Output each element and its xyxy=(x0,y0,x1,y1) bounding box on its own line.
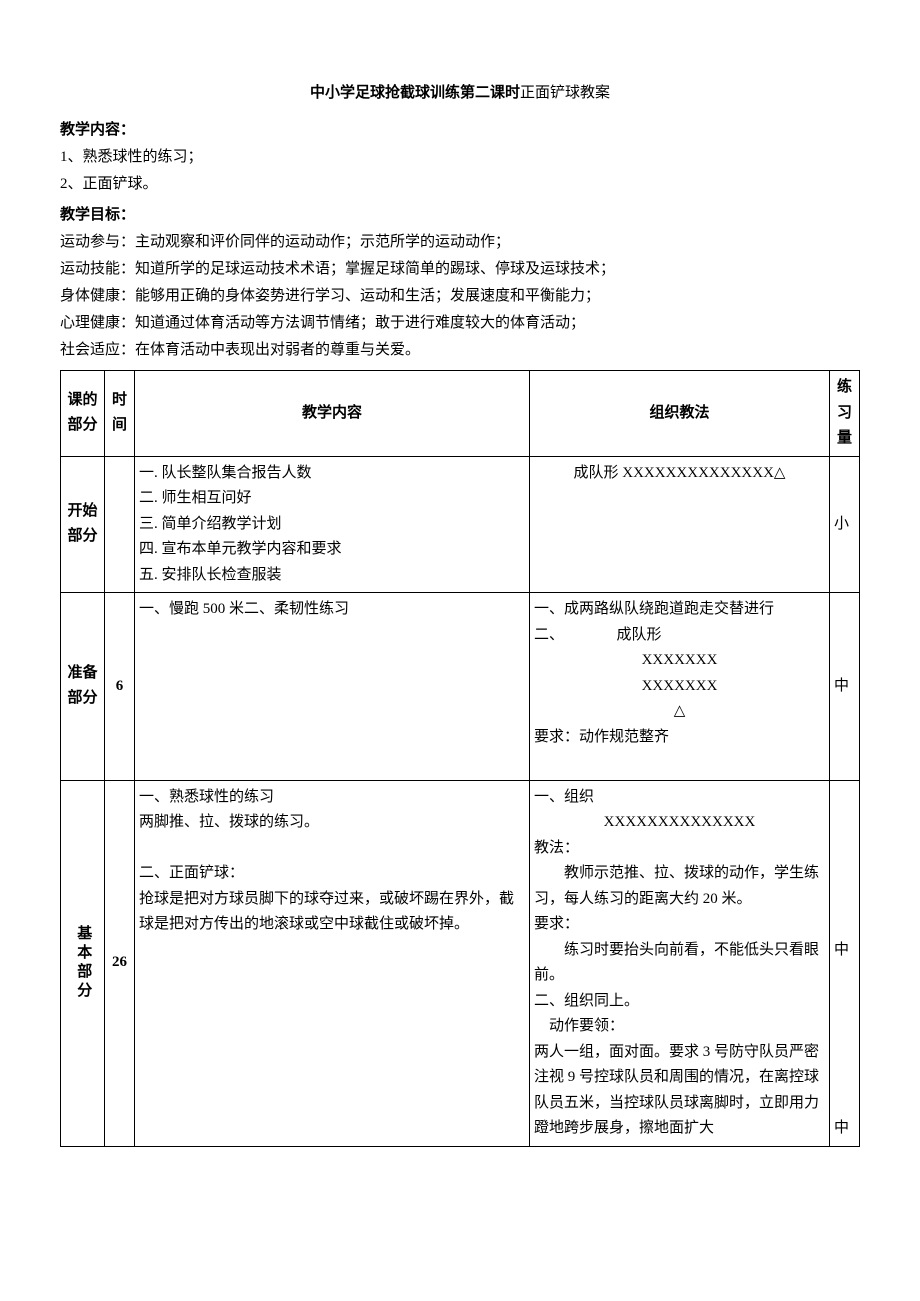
goal-section-label: 教学目标： xyxy=(60,202,860,229)
main-content-p1: 一、熟悉球性的练习 xyxy=(139,789,274,805)
goal-1: 运动参与：主动观察和评价同伴的运动动作；示范所学的运动动作； xyxy=(60,229,860,256)
prep-method: 一、成两路纵队绕跑道跑走交替进行 二、 成队形 XXXXXXX XXXXXXX … xyxy=(530,593,830,781)
main-content: 一、熟悉球性的练习 两脚推、拉、拨球的练习。 二、正面铲球： 抢球是把对方球员脚… xyxy=(135,780,530,1146)
main-method-l4: 要求： xyxy=(534,916,579,932)
prep-method-x2: XXXXXXX xyxy=(534,674,825,700)
start-method: 成队形 XXXXXXXXXXXXXX△ xyxy=(530,456,830,593)
start-content: 一. 队长整队集合报告人数 二. 师生相互问好 三. 简单介绍教学计划 四. 宣… xyxy=(135,456,530,593)
lesson-table: 课的部分 时间 教学内容 组织教法 练习量 开始部分 一. 队长整队集合报告人数… xyxy=(60,370,860,1147)
title-bold: 中小学足球抢截球训练第二课时 xyxy=(310,85,520,101)
header-method: 组织教法 xyxy=(530,371,830,457)
prep-method-l2: 二、 成队形 xyxy=(534,627,662,643)
page: 中小学足球抢截球训练第二课时正面铲球教案 教学内容： 1、熟悉球性的练习； 2、… xyxy=(60,80,860,1147)
content-section-label: 教学内容： xyxy=(60,117,860,144)
goal-5: 社会适应：在体育活动中表现出对弱者的尊重与关爱。 xyxy=(60,337,860,364)
main-amount-2: 中 xyxy=(834,1120,849,1136)
prep-method-tri: △ xyxy=(534,699,825,725)
main-part: 基本部分 xyxy=(61,780,105,1146)
main-method-l7: 动作要领： xyxy=(534,1018,624,1034)
document-title: 中小学足球抢截球训练第二课时正面铲球教案 xyxy=(60,80,860,107)
main-content-p4: 抢球是把对方球员脚下的球夺过来，或破坏踢在界外，截球是把对方传出的地滚球或空中球… xyxy=(139,891,514,933)
row-start: 开始部分 一. 队长整队集合报告人数 二. 师生相互问好 三. 简单介绍教学计划… xyxy=(61,456,860,593)
prep-time: 6 xyxy=(105,593,135,781)
goal-4: 心理健康：知道通过体育活动等方法调节情绪；敢于进行难度较大的体育活动； xyxy=(60,310,860,337)
prep-content: 一、慢跑 500 米二、柔韧性练习 xyxy=(135,593,530,781)
main-method-l5: 练习时要抬头向前看，不能低头只看眼前。 xyxy=(534,942,819,984)
header-part: 课的部分 xyxy=(61,371,105,457)
prep-method-l1: 一、成两路纵队绕跑道跑走交替进行 xyxy=(534,601,774,617)
main-amount: 中 中 xyxy=(830,780,860,1146)
start-amount: 小 xyxy=(830,456,860,593)
prep-method-x1: XXXXXXX xyxy=(534,648,825,674)
header-amount: 练习量 xyxy=(830,371,860,457)
main-method: 一、组织 XXXXXXXXXXXXXX 教法： 教师示范推、拉、拨球的动作，学生… xyxy=(530,780,830,1146)
main-method-l6: 二、组织同上。 xyxy=(534,993,639,1009)
main-content-p3: 二、正面铲球： xyxy=(139,865,244,881)
prep-method-req: 要求：动作规范整齐 xyxy=(534,729,669,745)
main-time: 26 xyxy=(105,780,135,1146)
goal-2: 运动技能：知道所学的足球运动技术术语；掌握足球简单的踢球、停球及运球技术； xyxy=(60,256,860,283)
start-part: 开始部分 xyxy=(61,456,105,593)
main-method-l2: 教法： xyxy=(534,840,579,856)
title-rest: 正面铲球教案 xyxy=(520,85,610,101)
main-method-l8: 两人一组，面对面。要求 3 号防守队员严密注视 9 号控球队员和周围的情况，在离… xyxy=(534,1044,819,1137)
main-method-x: XXXXXXXXXXXXXX xyxy=(534,810,825,836)
main-content-p2: 两脚推、拉、拨球的练习。 xyxy=(139,814,319,830)
goal-3: 身体健康：能够用正确的身体姿势进行学习、运动和生活；发展速度和平衡能力； xyxy=(60,283,860,310)
main-method-l3: 教师示范推、拉、拨球的动作，学生练习，每人练习的距离大约 20 米。 xyxy=(534,865,819,907)
row-prep: 准备部分 6 一、慢跑 500 米二、柔韧性练习 一、成两路纵队绕跑道跑走交替进… xyxy=(61,593,860,781)
table-header-row: 课的部分 时间 教学内容 组织教法 练习量 xyxy=(61,371,860,457)
prep-part: 准备部分 xyxy=(61,593,105,781)
main-amount-1: 中 xyxy=(834,942,849,958)
content-item-1: 1、熟悉球性的练习； xyxy=(60,144,860,171)
header-content: 教学内容 xyxy=(135,371,530,457)
main-method-l1: 一、组织 xyxy=(534,789,594,805)
row-main: 基本部分 26 一、熟悉球性的练习 两脚推、拉、拨球的练习。 二、正面铲球： 抢… xyxy=(61,780,860,1146)
header-time: 时间 xyxy=(105,371,135,457)
start-time xyxy=(105,456,135,593)
prep-amount: 中 xyxy=(830,593,860,781)
content-item-2: 2、正面铲球。 xyxy=(60,171,860,198)
